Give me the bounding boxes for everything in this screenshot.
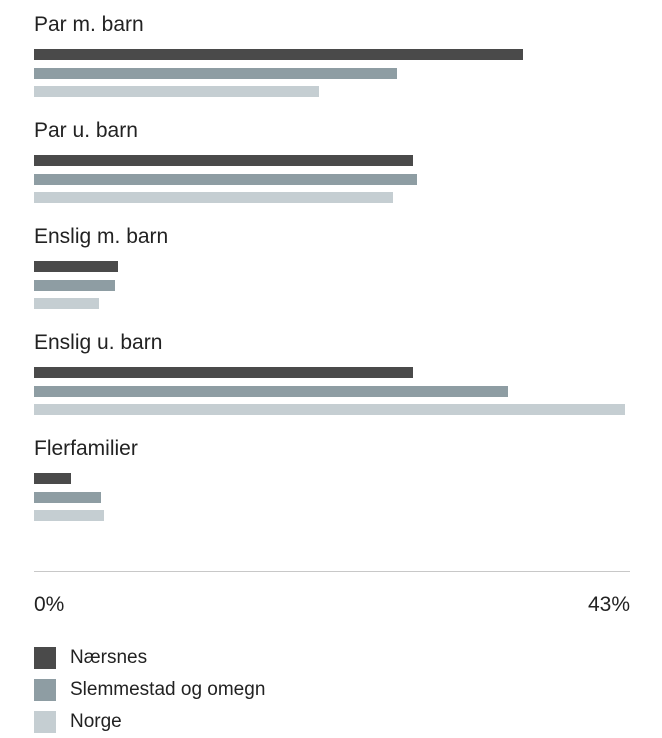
x-axis-line — [34, 571, 630, 572]
legend-label: Norge — [70, 711, 122, 732]
category-label: Flerfamilier — [34, 437, 138, 460]
bar — [34, 367, 413, 378]
bar — [34, 86, 319, 97]
x-tick-label-min: 0% — [34, 593, 65, 616]
bar — [34, 174, 417, 185]
legend-item: Nærsnes — [34, 642, 265, 674]
category-group: Flerfamilier — [34, 436, 634, 526]
category-label: Enslig m. barn — [34, 225, 169, 248]
legend-item: Slemmestad og omegn — [34, 674, 265, 706]
bar — [34, 404, 625, 415]
category-group: Par u. barn — [34, 118, 634, 208]
category-group: Par m. barn — [34, 12, 634, 102]
bar — [34, 155, 413, 166]
legend-label: Nærsnes — [70, 647, 148, 668]
bar — [34, 298, 99, 309]
bar — [34, 510, 104, 521]
bar — [34, 280, 115, 291]
bar — [34, 192, 393, 203]
category-label: Par m. barn — [34, 13, 144, 36]
legend: Nærsnes Slemmestad og omegn Norge — [34, 642, 265, 738]
legend-swatch — [34, 679, 56, 701]
x-tick-label-max: 43% — [587, 593, 630, 616]
bar — [34, 49, 523, 60]
legend-label: Slemmestad og omegn — [70, 679, 266, 700]
bar — [34, 386, 508, 397]
legend-swatch — [34, 711, 56, 733]
category-group: Enslig u. barn — [34, 330, 634, 420]
bar — [34, 68, 397, 79]
bar — [34, 492, 101, 503]
category-group: Enslig m. barn — [34, 224, 634, 314]
category-label: Par u. barn — [34, 119, 138, 142]
bar — [34, 261, 118, 272]
bar — [34, 473, 71, 484]
category-label: Enslig u. barn — [34, 331, 163, 354]
legend-item: Norge — [34, 706, 265, 738]
legend-swatch — [34, 647, 56, 669]
